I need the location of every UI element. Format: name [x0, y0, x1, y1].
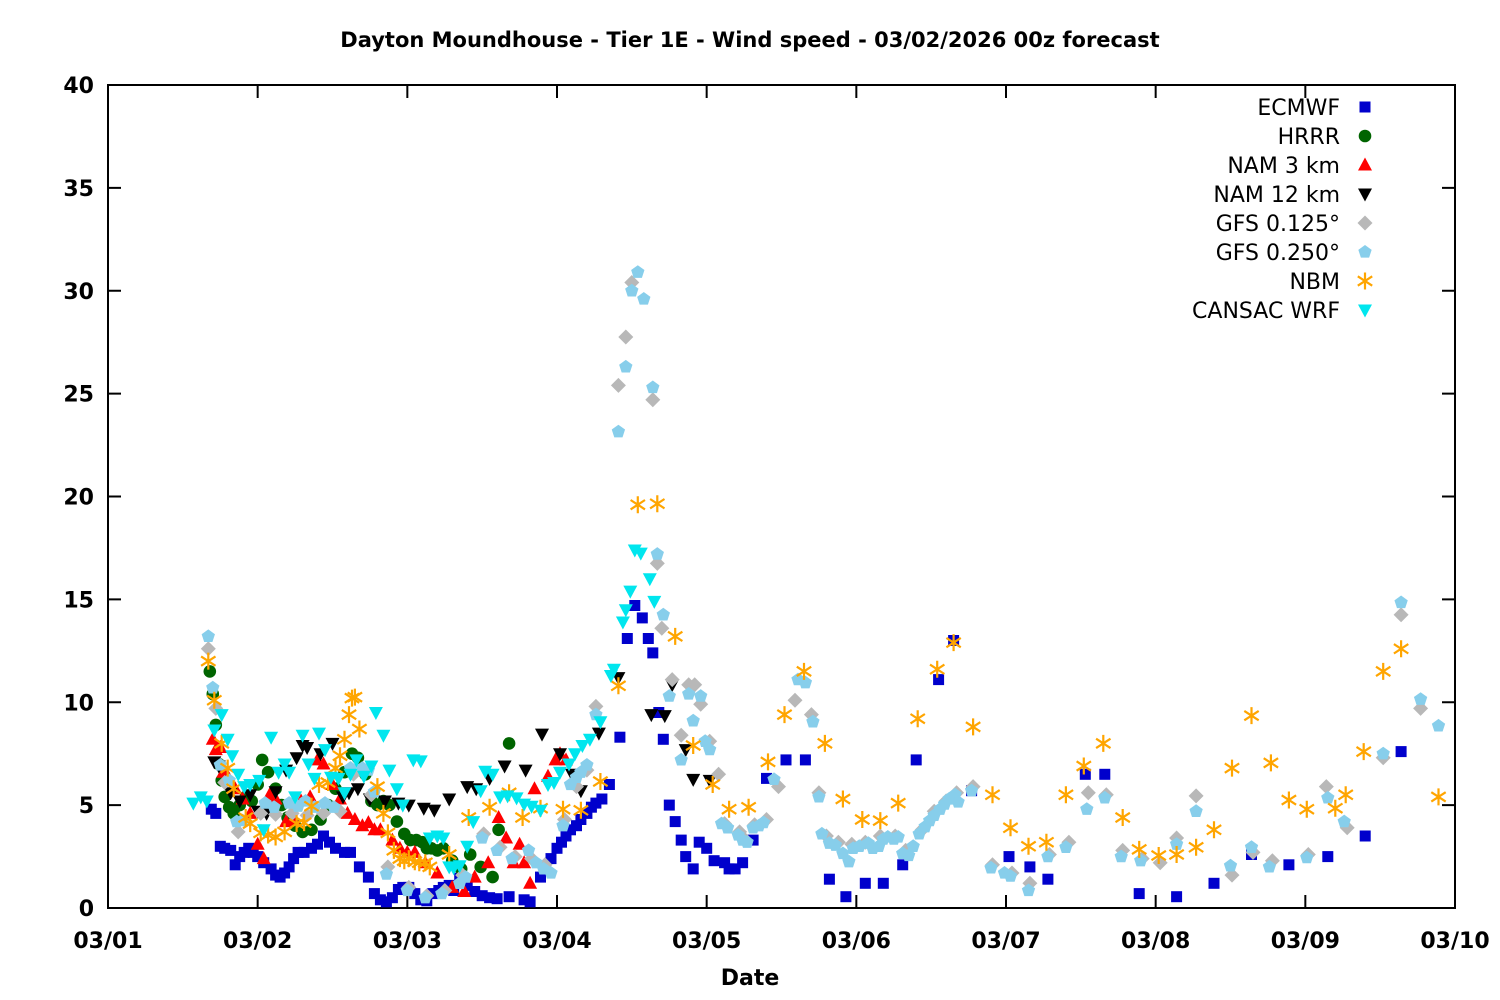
legend-label: ECMWF	[1257, 96, 1340, 121]
x-tick-label: 03/06	[822, 929, 891, 954]
chart-title: Dayton Moundhouse - Tier 1E - Wind speed…	[340, 28, 1160, 52]
legend-label: CANSAC WRF	[1192, 299, 1340, 324]
x-tick-label: 03/03	[373, 929, 442, 954]
legend-entry-nbm: NBM	[1289, 270, 1373, 295]
legend-entry-gfs-0-250-: GFS 0.250°	[1216, 241, 1372, 266]
legend-label: NBM	[1289, 270, 1340, 295]
y-axis: 0 5 10 15 20 25 30 35 40	[63, 74, 1455, 922]
y-tick-label: 5	[79, 794, 94, 819]
x-tick-label: 03/10	[1420, 929, 1489, 954]
legend-label: NAM 12 km	[1213, 183, 1340, 208]
legend-entry-ecmwf: ECMWF	[1257, 96, 1371, 121]
y-tick-label: 20	[63, 486, 94, 511]
legend-label: GFS 0.125°	[1216, 212, 1340, 237]
x-tick-label: 03/02	[223, 929, 292, 954]
legend-label: GFS 0.250°	[1216, 241, 1340, 266]
x-tick-label: 03/07	[971, 929, 1040, 954]
legend-label: HRRR	[1278, 125, 1340, 150]
x-tick-label: 03/01	[73, 929, 142, 954]
y-tick-label: 30	[63, 280, 94, 305]
legend: ECMWF HRRR NAM 3 km NAM 12 km GFS 0.125° GFS …	[1192, 96, 1373, 324]
legend-label: NAM 3 km	[1227, 154, 1340, 179]
x-tick-label: 03/04	[522, 929, 591, 954]
legend-entry-nam-12-km: NAM 12 km	[1213, 183, 1372, 208]
y-tick-label: 0	[79, 897, 94, 922]
legend-entry-cansac-wrf: CANSAC WRF	[1192, 299, 1372, 324]
x-axis: 03/01 03/02 03/03 03/04 03/05 03/06 03/07 03/08…	[73, 85, 1490, 954]
series-nbm	[200, 495, 1447, 876]
y-tick-label: 40	[63, 74, 94, 99]
y-tick-label: 25	[63, 383, 94, 408]
y-tick-label: 15	[63, 588, 94, 613]
series-nam-12-km	[207, 672, 717, 821]
series-ecmwf	[205, 600, 1407, 908]
x-tick-label: 03/05	[672, 929, 741, 954]
x-axis-label: Date	[720, 966, 780, 991]
x-tick-label: 03/08	[1121, 929, 1190, 954]
y-tick-label: 35	[63, 177, 94, 202]
x-tick-label: 03/09	[1271, 929, 1340, 954]
legend-entry-gfs-0-125-: GFS 0.125°	[1216, 212, 1373, 237]
series-cansac-wrf	[186, 544, 662, 876]
legend-entry-nam-3-km: NAM 3 km	[1227, 154, 1372, 179]
y-tick-label: 10	[63, 691, 94, 716]
legend-entry-hrrr: HRRR	[1278, 125, 1372, 150]
